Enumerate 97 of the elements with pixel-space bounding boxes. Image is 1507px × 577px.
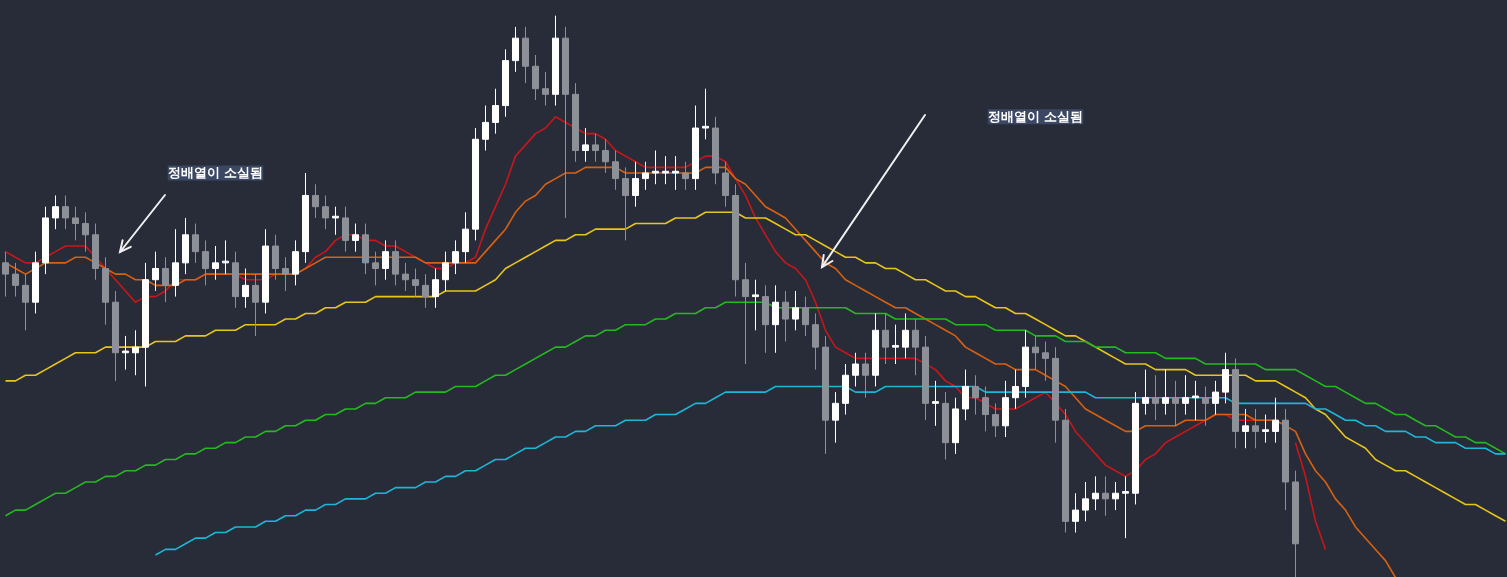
candlestick <box>1252 408 1259 449</box>
candlestick <box>342 206 349 253</box>
candlestick <box>292 239 299 286</box>
candlestick <box>702 88 709 140</box>
candlestick <box>462 211 469 264</box>
candlestick <box>882 312 889 365</box>
candlestick <box>312 183 319 219</box>
candlestick <box>272 234 279 281</box>
candlestick <box>592 133 599 163</box>
candlestick <box>832 391 839 444</box>
candlestick <box>722 161 729 208</box>
candlestick <box>162 256 169 303</box>
candlestick <box>602 138 609 174</box>
candlestick <box>52 194 59 230</box>
candlestick <box>932 380 939 427</box>
candlestick <box>372 251 379 286</box>
candlestick <box>1032 335 1039 371</box>
candlestick <box>492 88 499 135</box>
candlestick <box>662 155 669 185</box>
candlestick <box>482 105 489 152</box>
candlestick <box>322 194 329 230</box>
candlestick <box>772 284 779 354</box>
annotation: 정배열이 소실됨 <box>167 165 264 181</box>
candlestick <box>512 26 519 73</box>
candlestick <box>452 239 459 275</box>
candlestick <box>1092 475 1099 511</box>
candlestick <box>992 402 999 438</box>
candlestick <box>22 273 29 331</box>
candlestick <box>192 223 199 264</box>
candlestick <box>1222 352 1229 404</box>
candlestick <box>1172 380 1179 427</box>
candlestick <box>852 352 859 387</box>
candlestick <box>382 239 389 281</box>
candlestick <box>1182 374 1189 416</box>
candlestick <box>1152 374 1159 421</box>
candlestick <box>862 352 869 399</box>
candlestick <box>752 279 759 331</box>
candlestick <box>122 335 129 371</box>
candlestick <box>152 251 159 292</box>
candlestick <box>1122 475 1129 539</box>
candlestick <box>1012 369 1019 410</box>
candlestick <box>412 267 419 298</box>
candlestick <box>1262 414 1269 444</box>
candlestick <box>632 161 639 208</box>
candlestick <box>132 329 139 376</box>
candlestick <box>82 211 89 253</box>
candlestick <box>672 155 679 191</box>
candlestick <box>72 206 79 241</box>
candlestick <box>642 161 649 191</box>
candlestick <box>582 127 589 163</box>
candlestick <box>812 312 819 371</box>
candlestick <box>402 262 409 292</box>
candlestick <box>912 318 919 376</box>
candlestick <box>212 245 219 281</box>
candlestick <box>202 239 209 286</box>
candlestick <box>532 54 539 101</box>
candlestick <box>1102 475 1109 517</box>
candlestick <box>332 206 339 236</box>
candlestick <box>282 256 289 292</box>
candlestick <box>902 312 909 359</box>
candlestick <box>782 290 789 343</box>
candlestick <box>682 161 689 191</box>
candlestick <box>742 262 749 365</box>
candlestick <box>1162 369 1169 416</box>
candlestick <box>1082 481 1089 522</box>
candlestick <box>962 369 969 421</box>
candlestick <box>982 385 989 432</box>
candlestick <box>1192 380 1199 421</box>
candlestick <box>802 296 809 337</box>
candlestick <box>172 228 179 298</box>
annotation: 정배열이 소실됨 <box>987 109 1084 125</box>
candlestick <box>1202 385 1209 427</box>
candlestick <box>1272 397 1279 444</box>
candlestick <box>892 324 899 365</box>
candlestick <box>222 239 229 275</box>
candlestick <box>972 374 979 416</box>
candlestick <box>2 251 9 298</box>
candlestick <box>442 251 449 292</box>
candlestick <box>612 150 619 191</box>
candlestick <box>422 273 429 309</box>
candlestick <box>1242 408 1249 449</box>
candlestick <box>652 150 659 185</box>
candlestick <box>62 194 69 230</box>
candlestick <box>352 223 359 253</box>
candlestick <box>542 71 549 107</box>
candlestick <box>1042 341 1049 382</box>
candlestick <box>1072 492 1079 534</box>
candlestick <box>242 267 249 309</box>
candlestick <box>252 273 259 337</box>
candlestick <box>792 290 799 331</box>
candlestick <box>12 262 19 298</box>
candlestick <box>1112 481 1119 511</box>
candlestick <box>392 239 399 286</box>
candlestick <box>622 166 629 241</box>
candlestick <box>432 267 439 309</box>
candlestick <box>1142 369 1149 416</box>
candlestick <box>1212 380 1219 416</box>
